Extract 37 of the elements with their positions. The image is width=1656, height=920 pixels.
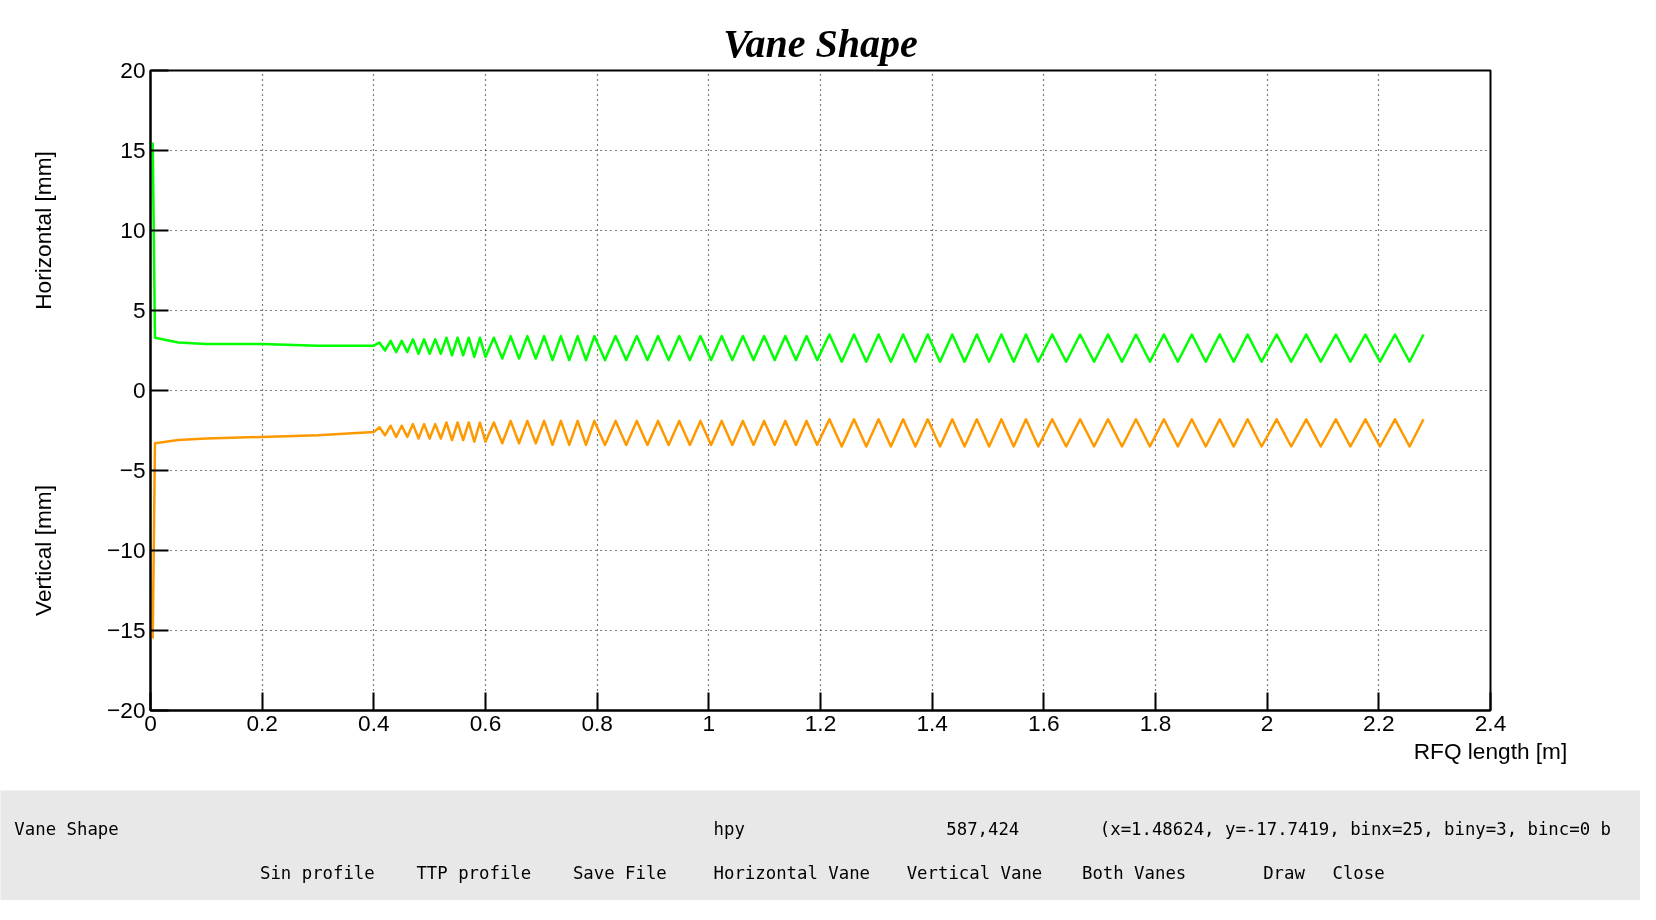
text: Both Vanes bbox=[1081, 862, 1187, 883]
y-tick-label: −15 bbox=[107, 617, 146, 643]
x-tick-label: 2 bbox=[1260, 709, 1274, 736]
y-tick-label: 20 bbox=[120, 57, 146, 83]
y-tick-label: −5 bbox=[119, 457, 146, 483]
x-axis-title: RFQ length [m] bbox=[1413, 737, 1568, 764]
text: hpy bbox=[713, 818, 745, 839]
y-tick-label: 5 bbox=[132, 297, 146, 323]
text: TTP profile bbox=[416, 862, 532, 883]
x-tick-label: 0.8 bbox=[581, 709, 613, 736]
y-tick-label: −20 bbox=[107, 697, 146, 723]
x-tick-label: 1.4 bbox=[916, 709, 948, 736]
x-tick-label: 1 bbox=[702, 709, 716, 736]
y-axis-title: Horizontal [mm] bbox=[29, 151, 56, 310]
y-tick-label: 15 bbox=[120, 137, 146, 163]
text: Save File bbox=[572, 862, 667, 883]
x-tick-label: 0.6 bbox=[469, 709, 502, 736]
text: Vertical Vane bbox=[906, 862, 1043, 883]
chart-title: Vane Shape bbox=[723, 20, 918, 66]
x-tick-label: 2.2 bbox=[1363, 709, 1395, 736]
y-tick-label: −10 bbox=[107, 537, 146, 563]
text: Draw bbox=[1263, 862, 1306, 883]
x-tick-label: 1.8 bbox=[1139, 709, 1172, 736]
x-tick-label: 1.6 bbox=[1028, 709, 1060, 736]
y-tick-label: 0 bbox=[132, 377, 146, 403]
text: (x=1.48624, y=-17.7419, binx=25, biny=3, binc=0 b bbox=[1099, 818, 1611, 839]
x-tick-label: 2.4 bbox=[1474, 709, 1507, 736]
text: Close bbox=[1332, 862, 1385, 883]
text: Horizontal Vane bbox=[713, 862, 871, 883]
text: 587,424 bbox=[946, 819, 1020, 839]
text: Vertical [mm] bbox=[29, 485, 56, 616]
x-tick-label: 1.2 bbox=[804, 709, 837, 736]
x-tick-label: 0.4 bbox=[358, 709, 390, 736]
text: Vane Shape bbox=[14, 818, 119, 839]
y-tick-label: 10 bbox=[120, 217, 146, 243]
x-tick-label: 0.2 bbox=[246, 709, 278, 736]
text: Sin profile bbox=[259, 862, 375, 883]
